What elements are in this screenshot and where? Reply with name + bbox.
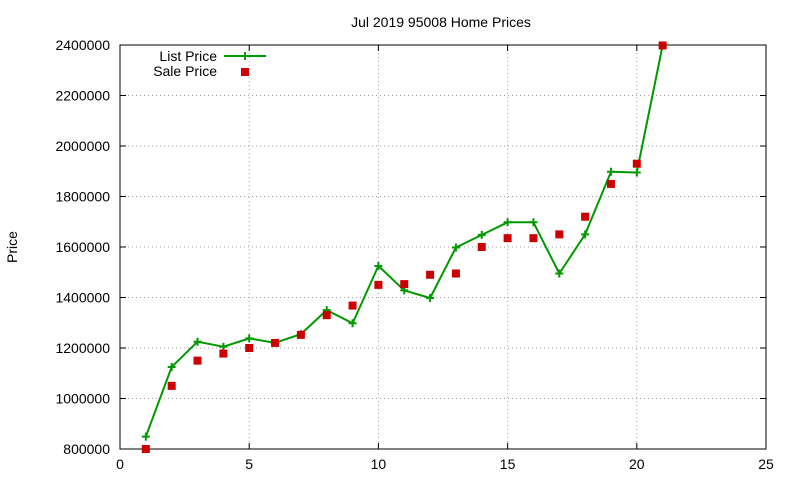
y-tick-label: 2400000 — [55, 37, 110, 53]
list-price-point — [348, 319, 357, 328]
list-price-point — [529, 218, 538, 227]
y-tick-label: 1200000 — [55, 340, 110, 356]
y-tick-label: 1400000 — [55, 290, 110, 306]
y-tick-label: 2000000 — [55, 138, 110, 154]
list-price-point — [426, 294, 435, 303]
legend-label-sale-price: Sale Price — [153, 63, 217, 79]
sale-price-point — [555, 230, 564, 239]
sale-price-point — [271, 338, 280, 347]
sale-price-point — [477, 243, 486, 251]
sale-price-point — [658, 41, 667, 50]
chart-title: Jul 2019 95008 Home Prices — [351, 14, 531, 30]
y-tick-label: 800000 — [63, 441, 110, 457]
y-tick-label: 1600000 — [55, 239, 110, 255]
data-series — [141, 41, 667, 453]
list-price-point — [219, 342, 228, 351]
list-price-point — [374, 261, 383, 270]
sale-price-point — [581, 212, 590, 221]
sale-price-point — [606, 179, 615, 188]
sale-price-point — [296, 330, 305, 339]
legend: List Price Sale Price — [153, 48, 266, 79]
list-price-point — [632, 168, 641, 177]
list-price-point — [555, 269, 564, 278]
list-price-point — [167, 362, 176, 371]
sale-price-point — [245, 344, 254, 352]
sale-price-point — [219, 349, 228, 358]
sale-price-point — [632, 159, 641, 168]
y-tick-label: 1000000 — [55, 391, 110, 407]
list-price-point — [503, 218, 512, 227]
x-tick-label: 15 — [500, 456, 516, 472]
sale-price-point — [529, 234, 538, 243]
list-price-point — [477, 230, 486, 239]
sale-price-point — [451, 269, 460, 278]
sale-price-point — [426, 270, 435, 279]
list-price-point — [141, 432, 150, 441]
sale-price-point — [374, 280, 383, 289]
y-tick-label: 2200000 — [55, 88, 110, 104]
legend-label-list-price: List Price — [159, 48, 217, 64]
list-price-point — [451, 243, 460, 252]
list-price-point — [193, 337, 202, 346]
sale-price-point — [348, 301, 357, 310]
legend-marker-list-price — [241, 52, 249, 60]
list-price-point — [581, 230, 590, 239]
sale-price-point — [322, 311, 331, 320]
x-tick-label: 25 — [758, 456, 774, 472]
x-tick-label: 5 — [245, 456, 253, 472]
list-price-line — [144, 45, 664, 437]
list-price-point — [245, 334, 254, 343]
sale-price-point — [193, 356, 202, 365]
list-price-point — [606, 167, 615, 176]
legend-marker-sale-price — [241, 68, 249, 76]
x-tick-label: 10 — [371, 456, 387, 472]
sale-price-point — [141, 445, 150, 453]
gridlines — [120, 45, 766, 449]
sale-price-point — [400, 280, 409, 289]
y-tick-label: 1800000 — [55, 189, 110, 205]
sale-price-point — [167, 381, 176, 390]
x-tick-label: 20 — [629, 456, 645, 472]
y-axis-label: Price — [4, 231, 20, 263]
sale-price-point — [503, 234, 512, 243]
axes: 0 5 10 15 20 25 800000 1000000 1200000 1400000 160… — [55, 37, 774, 472]
x-tick-label: 0 — [116, 456, 124, 472]
